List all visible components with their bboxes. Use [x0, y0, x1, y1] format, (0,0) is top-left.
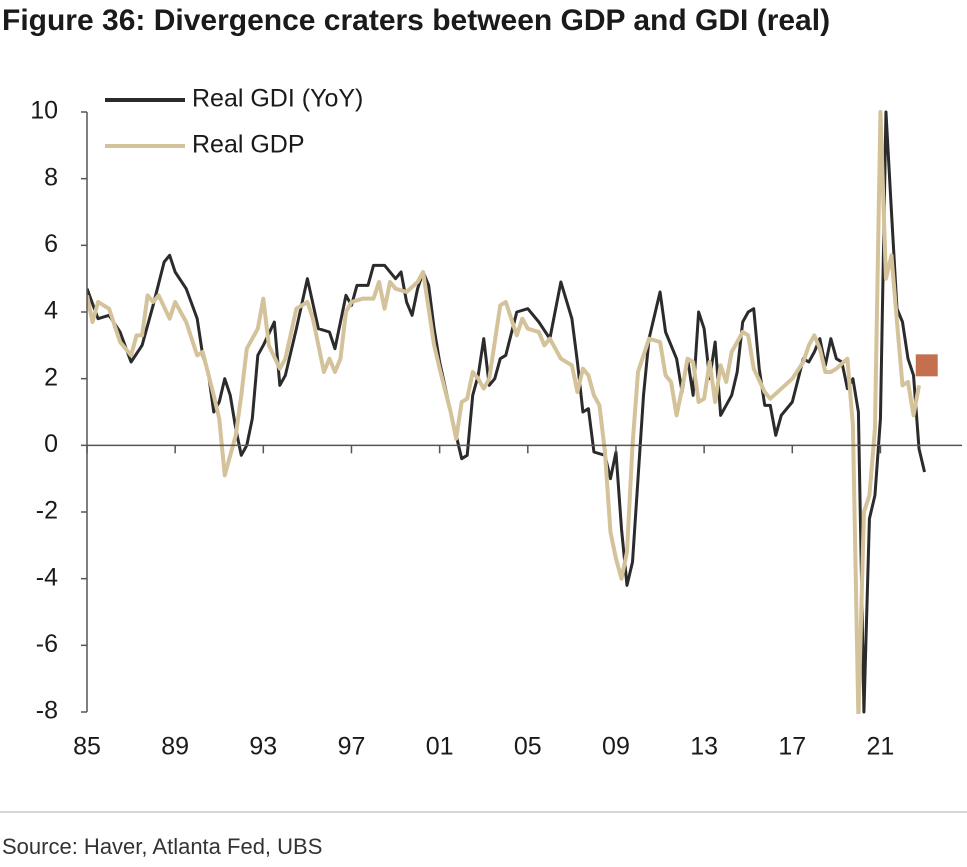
series-line: [87, 110, 921, 714]
x-tick-label: 21: [867, 733, 895, 761]
y-tick-label: -6: [36, 630, 58, 658]
highlight-marker: [915, 354, 938, 377]
x-tick-label: 05: [514, 733, 542, 761]
x-tick-label: 09: [602, 733, 630, 761]
x-tick-label: 93: [249, 733, 277, 761]
y-tick-label: 8: [44, 163, 58, 191]
y-tick-label: -8: [36, 697, 58, 725]
plot-area: [87, 110, 926, 714]
x-tick-label: 97: [338, 733, 366, 761]
x-tick-label: 89: [161, 733, 189, 761]
x-tick-label: 01: [426, 733, 454, 761]
x-tick-label: 13: [690, 733, 718, 761]
y-tick-label: 10: [30, 97, 58, 125]
y-tick-label: 0: [44, 430, 58, 458]
legend-label: Real GDI (YoY): [192, 85, 363, 113]
series-line: [87, 110, 926, 714]
y-tick-label: 4: [44, 297, 58, 325]
chart-title: Figure 36: Divergence craters between GD…: [2, 4, 830, 37]
x-tick-label: 85: [73, 733, 101, 761]
source: Source: Haver, Atlanta Fed, UBS: [2, 834, 322, 859]
y-tick-label: 2: [44, 363, 58, 391]
x-tick-label: 17: [778, 733, 806, 761]
y-tick-label: -2: [36, 497, 58, 525]
y-tick-label: -4: [36, 563, 58, 591]
legend-label: Real GDP: [192, 131, 305, 159]
y-tick-label: 6: [44, 230, 58, 258]
